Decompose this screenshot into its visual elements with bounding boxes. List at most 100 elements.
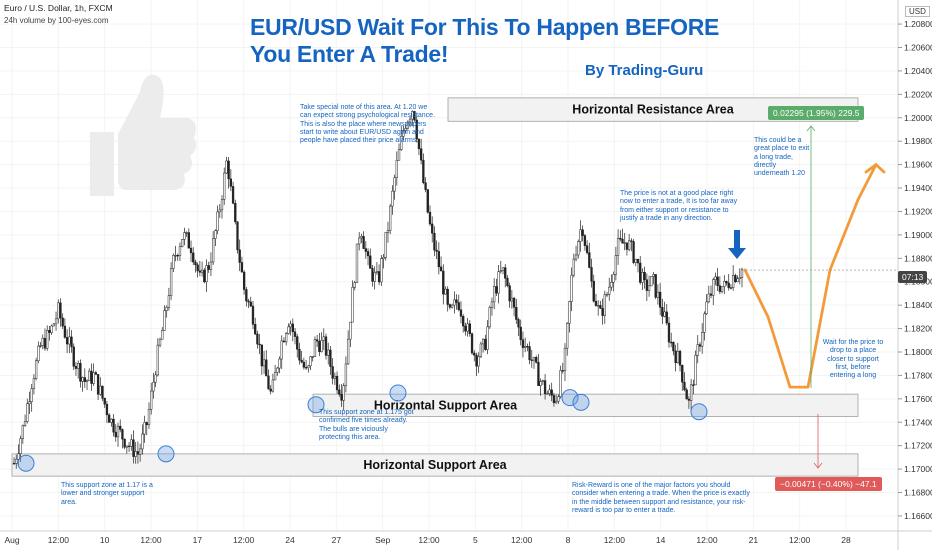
candle-body	[687, 398, 691, 401]
candle-body	[422, 159, 425, 183]
candle-body	[260, 344, 263, 367]
y-tick-label: 1.17800	[904, 370, 932, 380]
candle-body	[225, 160, 228, 174]
candle-body	[672, 341, 675, 352]
candle-body	[592, 280, 595, 302]
candle-body	[214, 230, 217, 239]
candle-body	[588, 252, 591, 268]
candle-body	[550, 389, 553, 396]
candle-body	[298, 348, 301, 361]
candle-body	[727, 282, 730, 288]
candle-body	[621, 238, 624, 244]
candle-body	[107, 414, 111, 423]
candle-body	[393, 177, 396, 192]
candle-body	[636, 258, 640, 264]
candle-body	[552, 395, 556, 403]
x-tick-label: 12:00	[140, 535, 162, 545]
candle-body	[676, 351, 679, 364]
candle-body	[271, 379, 275, 392]
candle-body	[512, 297, 516, 308]
candle-body	[61, 317, 64, 327]
candle-body	[426, 189, 429, 213]
candle-body	[369, 255, 372, 269]
swing-point-marker	[157, 445, 175, 463]
candle-body	[729, 287, 733, 289]
y-tick-label: 1.16800	[904, 488, 932, 498]
candle-body	[65, 337, 69, 345]
candle-body	[123, 438, 126, 448]
candle-body	[433, 232, 436, 251]
candle-body	[734, 275, 737, 282]
candle-body	[205, 265, 208, 283]
candle-body	[285, 333, 288, 343]
currency-button[interactable]: USD	[905, 6, 930, 17]
candle-body	[714, 276, 717, 280]
candle-body	[200, 269, 204, 273]
resistance-note: Take special note of this area. At 1.20 …	[300, 104, 436, 145]
candle-body	[541, 380, 545, 382]
candle-body	[340, 394, 343, 401]
candle-body	[572, 258, 575, 276]
down-measure-arrow	[813, 462, 823, 469]
candle-body	[92, 372, 95, 384]
candle-body	[30, 388, 33, 402]
candle-body	[497, 271, 500, 294]
y-tick-label: 1.20800	[904, 19, 932, 29]
y-tick-label: 1.19800	[904, 136, 932, 146]
candle-body	[247, 300, 250, 303]
y-tick-label: 1.17000	[904, 464, 932, 474]
candle-body	[216, 211, 219, 231]
swing-point-marker	[389, 384, 407, 402]
candle-body	[300, 359, 303, 363]
candle-body	[187, 232, 190, 249]
candle-body	[72, 346, 75, 367]
candle-body	[661, 307, 664, 317]
candle-body	[559, 370, 562, 397]
candle-body	[608, 286, 611, 295]
candle-body	[251, 305, 255, 325]
candle-body	[333, 375, 337, 379]
candle-body	[322, 336, 325, 341]
candle-body	[34, 360, 38, 379]
candle-body	[417, 138, 421, 150]
candle-body	[625, 242, 629, 250]
candle-body	[256, 333, 259, 345]
exit-note: This could be a great place to exit a lo…	[754, 137, 810, 178]
candle-body	[526, 346, 529, 348]
candle-body	[561, 370, 564, 372]
candle-body	[605, 294, 609, 296]
candle-body	[307, 365, 310, 369]
candle-body	[192, 252, 195, 263]
candle-body	[506, 277, 509, 286]
candle-body	[46, 330, 49, 349]
candle-body	[351, 287, 354, 323]
candle-body	[504, 267, 507, 279]
candle-body	[413, 111, 416, 121]
x-tick-label: 27	[332, 535, 342, 545]
candle-body	[583, 235, 587, 246]
candle-body	[466, 323, 469, 332]
candle-body	[167, 295, 171, 308]
thumbs-up-icon	[90, 74, 197, 196]
candle-body	[566, 322, 569, 349]
candle-body	[698, 344, 702, 347]
zone-box	[312, 393, 859, 417]
candle-body	[211, 238, 215, 263]
candle-body	[23, 421, 27, 426]
candle-body	[291, 323, 294, 333]
y-tick-label: 1.19200	[904, 206, 932, 216]
candle-body	[327, 349, 330, 356]
candle-body	[579, 229, 582, 242]
candle-body	[262, 359, 266, 367]
zone-label: Horizontal Support Area	[363, 458, 507, 472]
candle-body	[667, 322, 671, 343]
candle-body	[165, 307, 168, 311]
candle-body	[54, 318, 58, 325]
candle-body	[738, 277, 741, 279]
candle-body	[424, 182, 427, 190]
candle-body	[442, 270, 445, 295]
candle-body	[603, 294, 606, 316]
candle-body	[701, 332, 704, 347]
